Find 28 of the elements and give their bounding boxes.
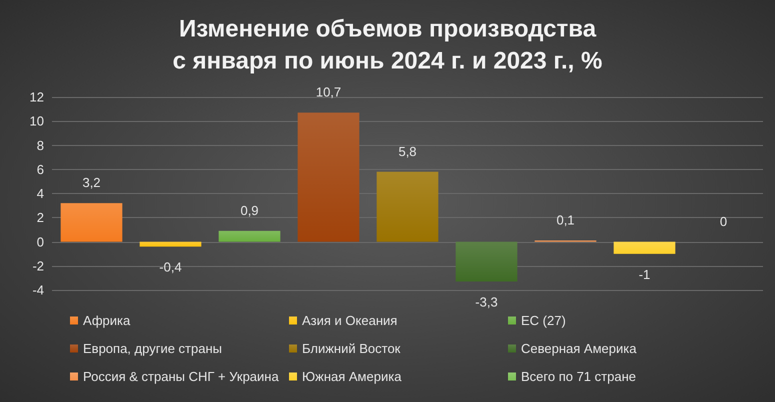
data-label: -0,4 [159, 260, 182, 275]
legend-label: Северная Америка [521, 341, 638, 356]
data-label: 10,7 [316, 84, 342, 100]
y-tick-label: -2 [32, 258, 44, 274]
y-tick-label: 10 [30, 114, 44, 129]
data-label: 5,8 [398, 144, 417, 159]
data-label: -3,3 [475, 294, 498, 310]
legend-label: Азия и Океания [302, 313, 398, 328]
y-tick-label: 6 [36, 162, 44, 177]
legend-label: Южная Америка [302, 369, 402, 384]
data-label: 3,2 [82, 175, 101, 190]
legend-label: Россия & страны СНГ + Украина [83, 369, 280, 384]
data-label: -1 [638, 266, 650, 282]
legend-label: Ближний Восток [302, 341, 401, 356]
legend-label: Африка [83, 313, 131, 328]
y-tick-label: -4 [32, 282, 44, 298]
legend-label: ЕС (27) [521, 313, 566, 328]
y-tick-label: 4 [36, 186, 44, 201]
data-label: 0 [720, 214, 728, 229]
data-label: 0,9 [240, 202, 259, 218]
y-tick-label: 0 [36, 234, 44, 250]
legend-label: Всего по 71 стране [521, 369, 636, 384]
legend-label: Европа, другие страны [83, 341, 222, 356]
data-label: 0,1 [556, 212, 575, 228]
y-tick-label: 2 [36, 210, 44, 226]
y-tick-label: 12 [30, 90, 44, 104]
y-tick-label: 8 [36, 138, 44, 153]
chart-title: Изменение объемов производства с января по июнь 2024 г. и 2023 г., % [172, 16, 602, 74]
